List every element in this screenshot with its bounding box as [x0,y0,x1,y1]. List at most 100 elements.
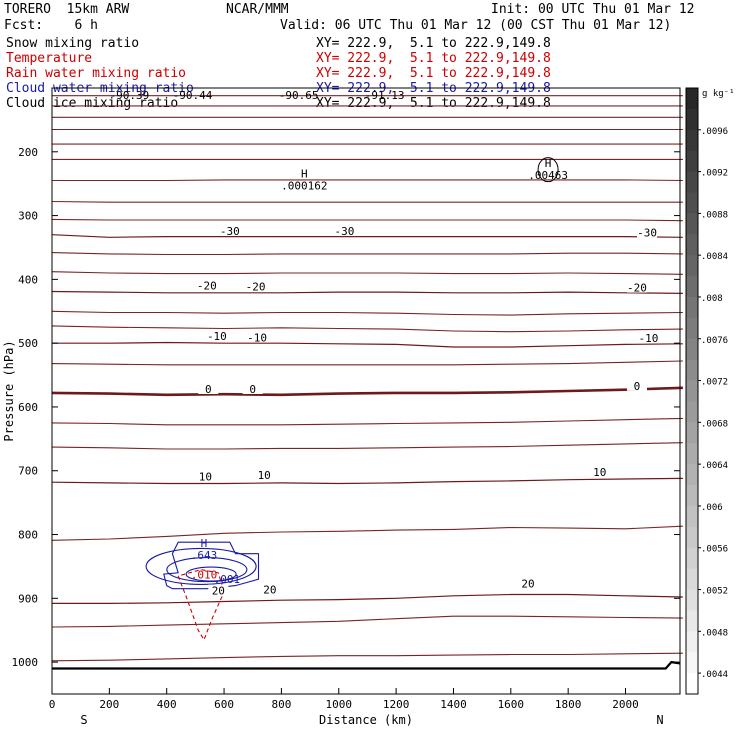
colorbar-tick-label: .0048 [701,628,728,638]
x-tick-label: 1000 [326,698,353,711]
colorbar-cell [686,108,698,131]
cloud-water-contour [166,557,248,583]
legend-temperature: Temperature [6,51,93,66]
contour-label-bg [334,224,355,236]
background-isotherm [51,417,683,426]
y-tick-label: 700 [18,465,38,478]
colorbar-cell [686,526,698,549]
cloud-value-label: .010 [191,569,218,582]
colorbar-cell [686,129,698,152]
x-tick-label: 1600 [498,698,525,711]
contour-label-bg [637,226,658,238]
high-value: .00463 [528,169,568,182]
contour-label: 10 [593,466,606,479]
colorbar-tick-label: .0052 [701,587,728,597]
contour-label-bg [198,383,219,394]
xy-temperature: XY= 222.9, 5.1 to 222.9,149.8 [316,51,551,66]
colorbar-tick-label: .0056 [701,545,728,555]
contour-label-bg [195,470,216,482]
x-tick-label: 600 [214,698,234,711]
contour-label: -30 [335,225,355,238]
y-axis-label: Pressure (hPa) [2,340,16,441]
colorbar-cell [686,610,698,632]
background-isotherm [52,179,683,182]
contour-label: 20 [212,585,225,598]
contour-label: -20 [197,280,217,293]
colorbar-tick-label: .006 [701,503,723,513]
snow-maximum-ring [537,157,559,183]
contour-label: 0 [205,383,212,396]
snow-value-label: -91.13 [365,89,405,102]
forecast-hour: Fcst: 6 h [4,18,98,33]
cloud-water-outline [163,541,260,590]
x-tick-label: 1800 [555,698,582,711]
contour-label-bg [254,469,275,481]
x-axis-label: Distance (km) [319,713,413,727]
colorbar-cell [686,568,698,591]
cloud-water-contour [145,547,257,585]
contour-label: -20 [246,280,266,293]
colorbar-tick-label: .0092 [701,169,728,179]
background-isotherm [51,252,683,256]
background-isotherm [51,652,683,662]
ground-surface-line [52,660,681,670]
south-end-label: S [80,713,87,727]
contour-label: -30 [637,227,657,240]
xy-snow: XY= 222.9, 5.1 to 222.9,149.8 [316,36,551,51]
background-isotherm [51,218,683,222]
contour-label-bg [259,583,280,595]
init-time: Init: 00 UTC Thu 01 Mar 12 [491,2,695,17]
high-value: .643 [191,549,218,562]
contour-label: -10 [207,330,227,343]
plot-frame [51,87,681,695]
y-tick-label: 900 [18,592,38,605]
org-title: NCAR/MMM [226,2,289,17]
y-tick-label: 600 [18,401,38,414]
high-marker: H [545,157,552,170]
contour-label: 10 [199,470,212,483]
background-isotherm [51,271,683,275]
colorbar-cell [686,150,698,173]
cloud-value-label: .001 [214,573,241,586]
x-tick-label: 0 [49,698,56,711]
y-tick-label: 400 [18,273,38,286]
valid-time: Valid: 06 UTC Thu 01 Mar 12 (00 CST Thu … [280,18,672,33]
contour-label: 20 [263,583,276,596]
y-tick-label: 300 [18,210,38,223]
snow-value-label: -90.39 [110,89,150,102]
colorbar-cell [686,547,698,570]
temperature-contour [51,386,683,397]
contour-label-bg [208,584,229,596]
colorbar-cell [686,589,698,611]
colorbar-cell [686,88,698,110]
colorbar-tick-label: .0064 [701,461,728,471]
colorbar-unit-label: g kg⁻¹ [702,89,735,99]
colorbar-cell [686,443,698,465]
contour-label-bg [219,224,240,236]
y-tick-label: 500 [18,337,38,350]
xy-cloud-water: XY= 222.9, 5.1 to 222.9,149.8 [316,81,551,96]
xy-rain: XY= 222.9, 5.1 to 222.9,149.8 [316,66,551,81]
background-isotherm [51,360,683,366]
contour-label: -30 [220,225,240,238]
temperature-contour [52,593,683,604]
colorbar-cell [686,338,698,361]
north-end-label: N [656,713,663,727]
contour-label: 0 [634,380,641,393]
colorbar-cell [686,234,698,256]
temperature-contour [51,290,683,294]
colorbar-tick-label: .0076 [701,336,728,346]
y-tick-label: 200 [18,146,38,159]
colorbar-cell [686,505,698,528]
temperature-contour [51,234,683,238]
x-tick-label: 400 [157,698,177,711]
colorbar-tick-label: .0084 [701,252,728,262]
y-tick-label: 800 [18,529,38,542]
background-isotherm [51,615,683,628]
colorbar-cell [686,171,698,193]
legend-rain: Rain water mixing ratio [6,66,187,81]
high-value: .000162 [281,180,327,193]
colorbar-tick-label: .0068 [701,419,728,429]
